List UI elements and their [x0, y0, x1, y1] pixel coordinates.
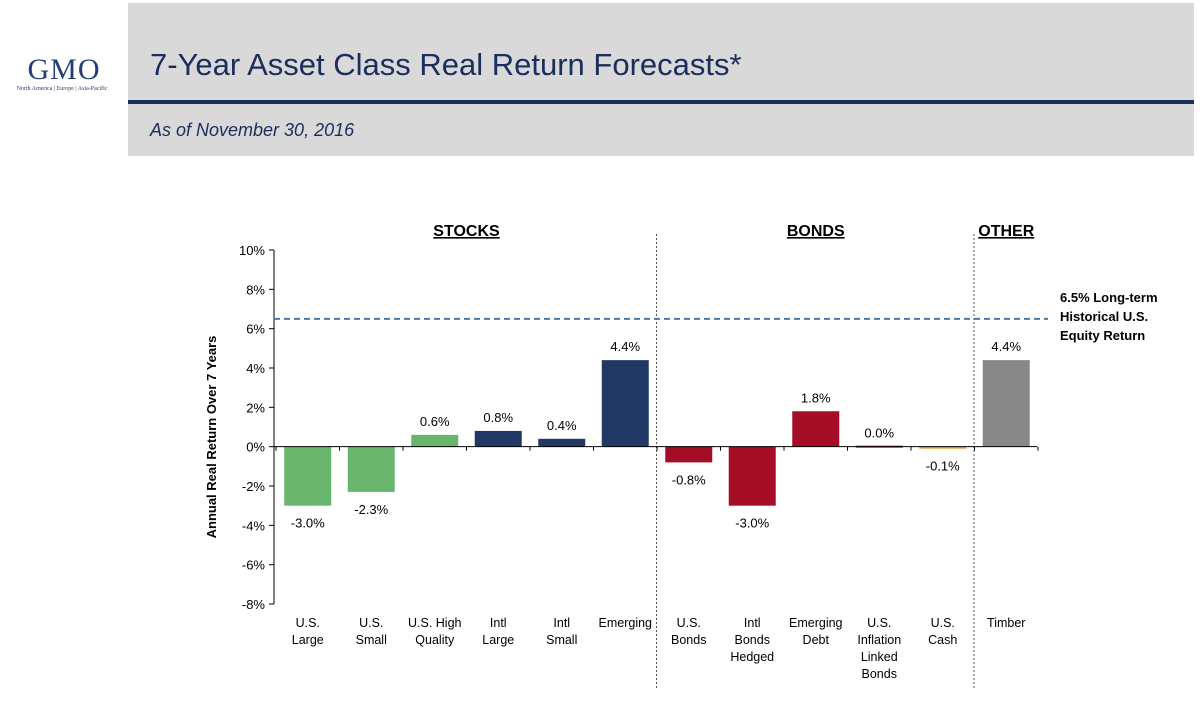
reference-line-label: 6.5% Long-term — [1060, 290, 1158, 305]
group-header: STOCKS — [433, 223, 500, 240]
category-label: Inflation — [857, 633, 901, 647]
category-label: Debt — [803, 633, 830, 647]
y-tick-label: -4% — [242, 518, 266, 533]
bar-value-label: -3.0% — [291, 516, 325, 531]
bar-value-label: 4.4% — [991, 339, 1021, 354]
bar-value-label: 0.0% — [864, 426, 894, 441]
bar-value-label: 0.4% — [547, 418, 577, 433]
category-label: Small — [546, 633, 577, 647]
page-title: 7-Year Asset Class Real Return Forecasts… — [150, 47, 742, 82]
y-tick-label: 4% — [246, 361, 265, 376]
y-tick-label: 8% — [246, 282, 265, 297]
category-label: U.S. High — [408, 616, 462, 630]
y-tick-label: -2% — [242, 479, 266, 494]
category-label: Cash — [928, 633, 957, 647]
category-label: Timber — [987, 616, 1025, 630]
category-label: Linked — [861, 650, 898, 664]
y-axis-title: Annual Real Return Over 7 Years — [204, 336, 219, 539]
bar — [538, 438, 586, 447]
category-label: Large — [482, 633, 514, 647]
page-subtitle: As of November 30, 2016 — [150, 120, 355, 140]
bar-value-label: 0.6% — [420, 414, 450, 429]
y-tick-label: 6% — [246, 322, 265, 337]
y-tick-label: -6% — [242, 558, 266, 573]
bar — [347, 446, 395, 492]
group-header: OTHER — [978, 223, 1034, 240]
category-label: U.S. — [867, 616, 891, 630]
bar-value-label: -2.3% — [354, 502, 388, 517]
bar — [284, 446, 332, 506]
bar-value-label: 0.8% — [483, 410, 513, 425]
bar-value-label: 1.8% — [801, 390, 831, 405]
bar-value-label: -3.0% — [735, 516, 769, 531]
category-label: Intl — [490, 616, 507, 630]
y-tick-label: 0% — [246, 440, 265, 455]
logo: GMO North America | Europe | Asia-Pacifi… — [0, 0, 128, 156]
bar — [665, 446, 713, 463]
category-label: Intl — [553, 616, 570, 630]
category-label: Large — [292, 633, 324, 647]
reference-line-label: Equity Return — [1060, 328, 1145, 343]
category-label: U.S. — [359, 616, 383, 630]
group-header: BONDS — [787, 223, 845, 240]
category-label: U.S. — [296, 616, 320, 630]
category-label: Small — [356, 633, 387, 647]
category-label: Bonds — [671, 633, 706, 647]
y-tick-label: -8% — [242, 597, 266, 612]
category-label: Emerging — [599, 616, 653, 630]
title-rule — [128, 100, 1194, 104]
bar — [728, 446, 776, 506]
category-label: U.S. — [677, 616, 701, 630]
category-label: Hedged — [730, 650, 774, 664]
bar — [474, 430, 522, 447]
y-tick-label: 2% — [246, 400, 265, 415]
category-label: U.S. — [931, 616, 955, 630]
bar — [982, 360, 1030, 447]
category-label: Intl — [744, 616, 761, 630]
category-label: Bonds — [735, 633, 770, 647]
category-label: Quality — [415, 633, 455, 647]
title-banner: 7-Year Asset Class Real Return Forecasts… — [128, 3, 1194, 156]
bar — [601, 360, 649, 447]
logo-regions: North America | Europe | Asia-Pacific — [16, 86, 108, 92]
bar-value-label: -0.1% — [926, 459, 960, 474]
bar — [411, 434, 459, 447]
bar — [792, 411, 840, 447]
bar-value-label: -0.8% — [672, 472, 706, 487]
bar-value-label: 4.4% — [610, 339, 640, 354]
reference-line-label: Historical U.S. — [1060, 309, 1148, 324]
category-label: Bonds — [862, 667, 897, 681]
bar — [919, 446, 967, 449]
logo-wordmark: GMO — [27, 53, 101, 86]
category-label: Emerging — [789, 616, 843, 630]
y-tick-label: 10% — [239, 243, 265, 258]
